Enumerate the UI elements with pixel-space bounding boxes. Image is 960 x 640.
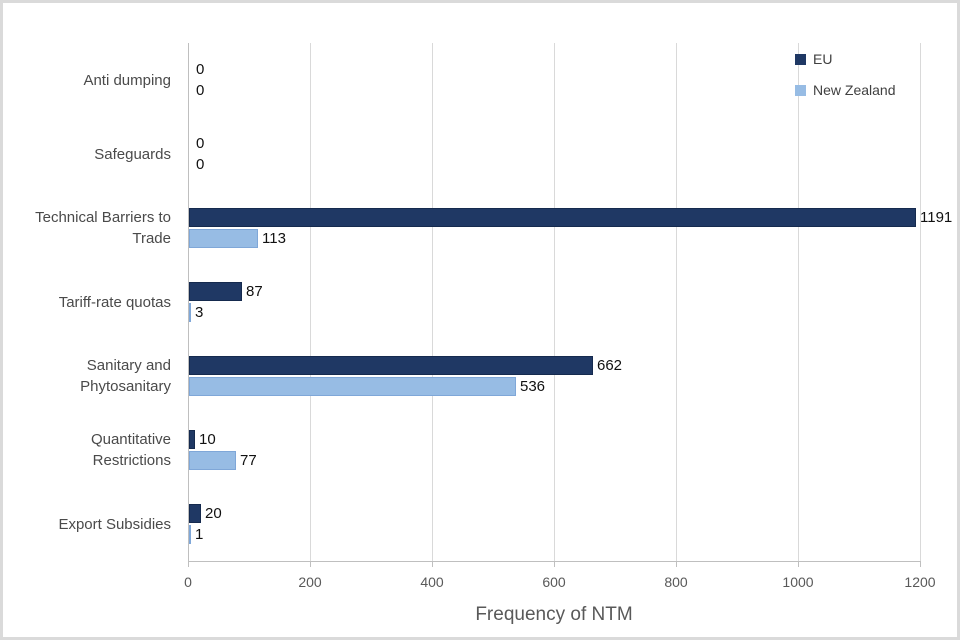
value-label: 77 [240, 452, 257, 469]
x-tick-label: 800 [664, 574, 688, 590]
axis-tick [676, 561, 677, 567]
bar-new-zealand [189, 451, 236, 470]
value-label: 536 [520, 378, 546, 395]
category-label: Quantitative Restrictions [90, 431, 171, 469]
legend: EU New Zealand [795, 51, 896, 113]
axis-tick [188, 561, 189, 567]
axis-tick [554, 561, 555, 567]
value-label: 0 [196, 156, 205, 173]
value-label: 20 [205, 505, 222, 522]
category-label: Export Subsidies [58, 515, 171, 533]
legend-item-new-zealand: New Zealand [795, 82, 896, 98]
bar-eu [189, 504, 201, 523]
legend-swatch-new-zealand [795, 84, 806, 96]
x-tick-label: 200 [298, 574, 322, 590]
legend-label-eu: EU [813, 51, 833, 67]
gridline [920, 43, 921, 561]
gridline [554, 43, 555, 561]
legend-item-eu: EU [795, 51, 896, 67]
value-label: 0 [196, 61, 205, 78]
gridline [310, 43, 311, 561]
bar-eu [189, 208, 916, 227]
axis-tick [310, 561, 311, 567]
axis-tick [920, 561, 921, 567]
category-label: Sanitary and Phytosanitary [80, 357, 171, 395]
x-axis-line [188, 561, 920, 562]
legend-swatch-eu [795, 53, 806, 65]
bar-new-zealand [189, 229, 258, 248]
gridline [798, 43, 799, 561]
bar-eu [189, 282, 242, 301]
y-axis-line [188, 43, 189, 561]
x-tick-label: 1000 [782, 574, 814, 590]
value-label: 1 [195, 526, 204, 543]
bar-eu [189, 430, 195, 449]
gridline [432, 43, 433, 561]
category-label: Anti dumping [83, 71, 171, 89]
value-label: 87 [246, 283, 263, 300]
bar-chart-frequency-of-ntm: 0 0 1191 87 662 10 20 0 0 113 3 536 77 1 Anti dumping… [3, 3, 957, 637]
value-label: 113 [262, 230, 286, 247]
x-tick-label: 1200 [904, 574, 936, 590]
category-label: Tariff-rate quotas [58, 293, 171, 311]
bar-eu [189, 356, 593, 375]
value-label: 10 [199, 431, 216, 448]
x-tick-label: 0 [184, 574, 192, 590]
value-label: 3 [195, 304, 204, 321]
value-label: 1191 [920, 209, 953, 226]
bar-new-zealand [189, 525, 191, 544]
category-label: Safeguards [94, 145, 171, 163]
x-tick-label: 400 [420, 574, 444, 590]
value-label: 0 [196, 135, 205, 152]
gridline [676, 43, 677, 561]
x-axis-title: Frequency of NTM [475, 604, 633, 625]
axis-tick [432, 561, 433, 567]
value-label: 0 [196, 82, 205, 99]
axis-tick [798, 561, 799, 567]
legend-label-new-zealand: New Zealand [813, 82, 896, 98]
category-label: Technical Barriers to Trade [35, 209, 171, 247]
value-label: 662 [597, 357, 623, 374]
bar-new-zealand [189, 303, 191, 322]
x-tick-label: 600 [542, 574, 566, 590]
bar-new-zealand [189, 377, 516, 396]
